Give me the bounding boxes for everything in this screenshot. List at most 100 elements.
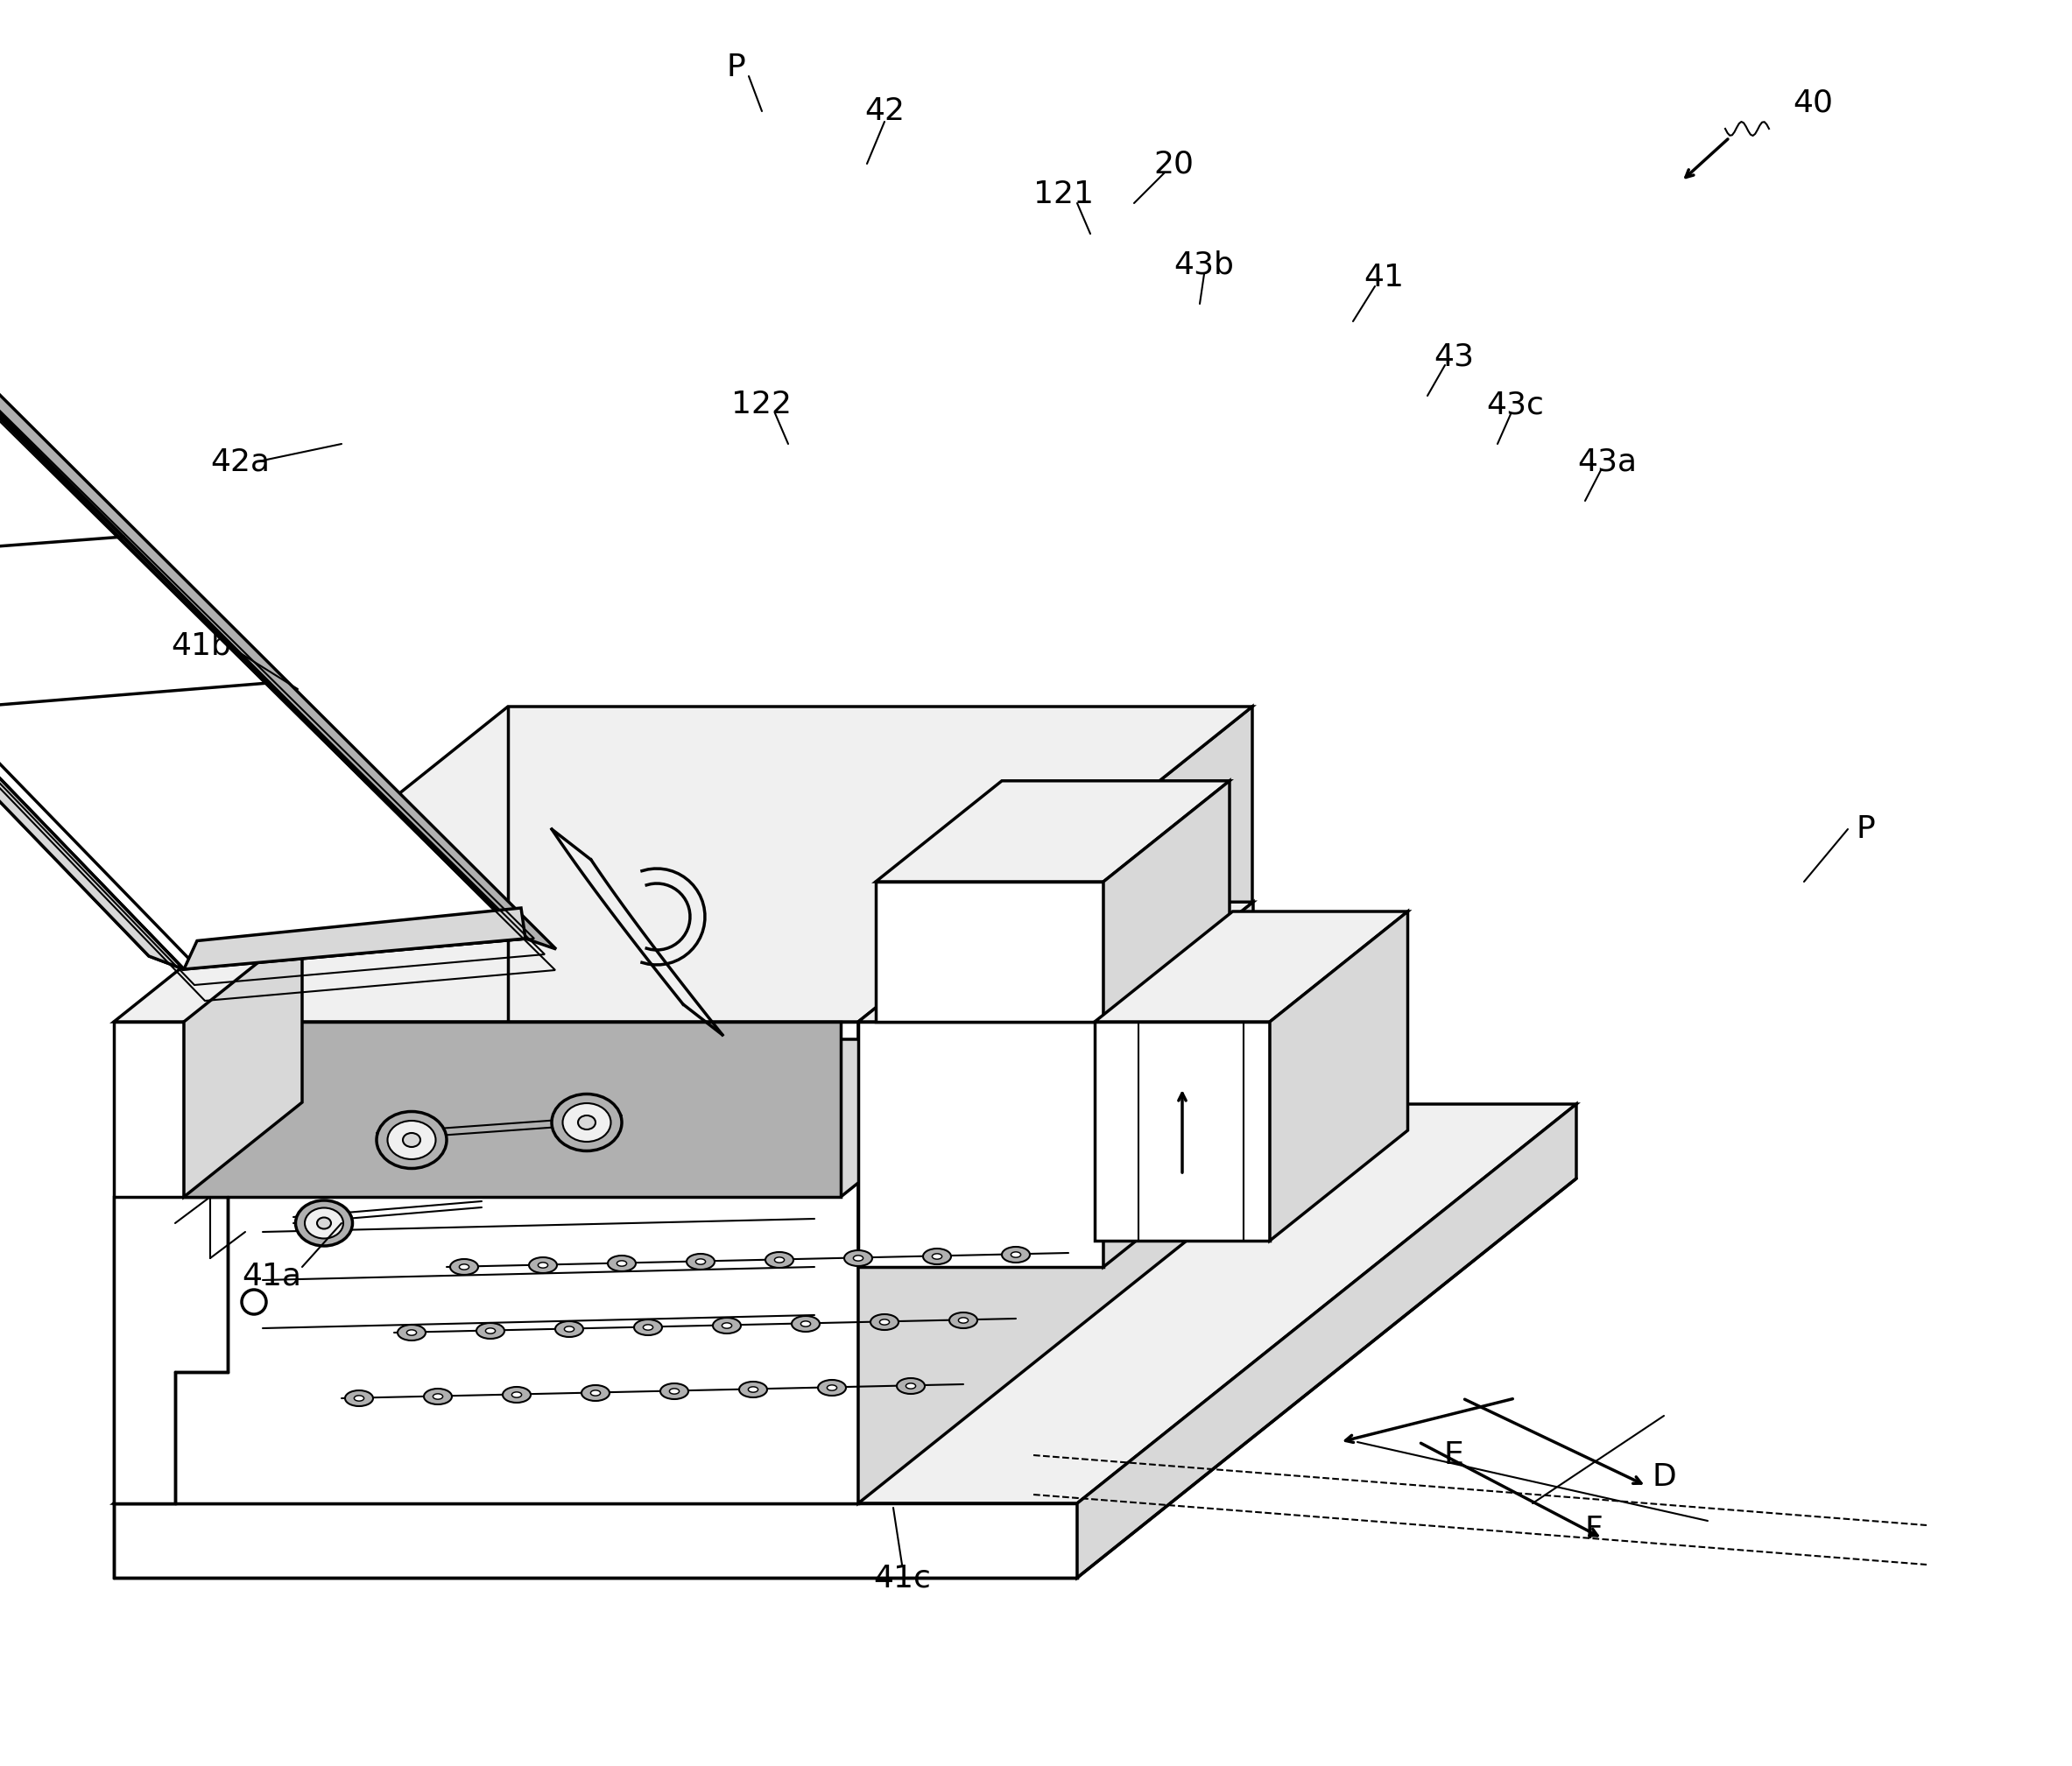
Ellipse shape xyxy=(827,1385,837,1390)
Ellipse shape xyxy=(477,1323,503,1339)
Ellipse shape xyxy=(897,1377,924,1393)
Ellipse shape xyxy=(450,1259,479,1275)
Ellipse shape xyxy=(377,1111,448,1169)
Ellipse shape xyxy=(854,1256,864,1261)
Polygon shape xyxy=(858,706,1251,1503)
Ellipse shape xyxy=(564,1104,611,1143)
Ellipse shape xyxy=(406,1330,416,1335)
Ellipse shape xyxy=(1011,1252,1021,1257)
Ellipse shape xyxy=(578,1116,595,1130)
Text: 42a: 42a xyxy=(209,447,269,477)
Polygon shape xyxy=(876,781,1229,881)
Ellipse shape xyxy=(555,1321,582,1337)
Text: 40: 40 xyxy=(1792,88,1834,117)
Ellipse shape xyxy=(551,1093,622,1151)
Polygon shape xyxy=(1094,911,1407,1023)
Polygon shape xyxy=(184,1023,841,1197)
Polygon shape xyxy=(1270,911,1407,1241)
Ellipse shape xyxy=(485,1328,495,1333)
Ellipse shape xyxy=(922,1249,951,1264)
Polygon shape xyxy=(0,210,520,968)
Polygon shape xyxy=(0,221,184,970)
Ellipse shape xyxy=(539,1263,547,1268)
Polygon shape xyxy=(0,221,184,970)
Ellipse shape xyxy=(792,1316,821,1332)
Ellipse shape xyxy=(528,1257,557,1273)
Ellipse shape xyxy=(634,1319,663,1335)
Ellipse shape xyxy=(346,1390,373,1406)
Text: 41a: 41a xyxy=(242,1261,300,1291)
Text: 43b: 43b xyxy=(1175,249,1235,279)
Text: 20: 20 xyxy=(1154,148,1193,178)
Ellipse shape xyxy=(354,1395,365,1400)
Ellipse shape xyxy=(740,1381,767,1397)
Polygon shape xyxy=(858,1023,1104,1266)
Text: 121: 121 xyxy=(1034,180,1094,208)
Text: 41: 41 xyxy=(1363,263,1405,293)
Ellipse shape xyxy=(607,1256,636,1272)
Ellipse shape xyxy=(713,1317,742,1333)
Text: 43: 43 xyxy=(1434,341,1473,371)
Ellipse shape xyxy=(696,1259,704,1264)
Polygon shape xyxy=(114,1503,1077,1577)
Ellipse shape xyxy=(642,1324,653,1330)
Ellipse shape xyxy=(425,1388,452,1404)
Ellipse shape xyxy=(775,1257,785,1263)
Text: P: P xyxy=(725,53,746,83)
Polygon shape xyxy=(184,927,303,1197)
Ellipse shape xyxy=(661,1383,688,1399)
Ellipse shape xyxy=(317,1217,332,1229)
Polygon shape xyxy=(184,1038,1038,1197)
Ellipse shape xyxy=(748,1386,758,1392)
Ellipse shape xyxy=(296,1201,352,1247)
Ellipse shape xyxy=(617,1261,626,1266)
Polygon shape xyxy=(858,902,1254,1023)
Polygon shape xyxy=(114,706,1251,1023)
Polygon shape xyxy=(1104,781,1229,1023)
Ellipse shape xyxy=(949,1312,978,1328)
Polygon shape xyxy=(114,1197,228,1503)
Ellipse shape xyxy=(460,1264,468,1270)
Polygon shape xyxy=(114,1023,858,1503)
Ellipse shape xyxy=(818,1379,845,1395)
Ellipse shape xyxy=(242,1289,265,1314)
Polygon shape xyxy=(1104,902,1254,1266)
Ellipse shape xyxy=(387,1121,435,1158)
Ellipse shape xyxy=(591,1390,601,1395)
Text: 43c: 43c xyxy=(1486,390,1544,419)
Ellipse shape xyxy=(398,1324,425,1340)
Ellipse shape xyxy=(932,1254,943,1259)
Ellipse shape xyxy=(433,1393,443,1399)
Ellipse shape xyxy=(564,1326,574,1332)
Ellipse shape xyxy=(402,1134,421,1146)
Ellipse shape xyxy=(881,1319,889,1324)
Ellipse shape xyxy=(669,1388,680,1393)
Ellipse shape xyxy=(512,1392,522,1397)
Ellipse shape xyxy=(959,1317,968,1323)
Text: 41b: 41b xyxy=(170,630,232,660)
Text: D: D xyxy=(1651,1462,1676,1492)
Ellipse shape xyxy=(582,1385,609,1400)
Polygon shape xyxy=(114,1104,1577,1503)
Text: P: P xyxy=(1857,814,1875,844)
Polygon shape xyxy=(876,881,1104,1023)
Text: 122: 122 xyxy=(731,390,792,419)
Polygon shape xyxy=(1094,1023,1270,1241)
Polygon shape xyxy=(0,208,526,970)
Text: 42: 42 xyxy=(864,97,905,125)
Ellipse shape xyxy=(870,1314,899,1330)
Text: 41c: 41c xyxy=(872,1563,930,1593)
Polygon shape xyxy=(1077,1104,1577,1577)
Text: 43a: 43a xyxy=(1577,447,1637,477)
Ellipse shape xyxy=(1003,1247,1030,1263)
Ellipse shape xyxy=(686,1254,715,1270)
Ellipse shape xyxy=(843,1250,872,1266)
Ellipse shape xyxy=(800,1321,810,1326)
Ellipse shape xyxy=(721,1323,731,1328)
Text: F: F xyxy=(1585,1515,1604,1545)
Text: E: E xyxy=(1444,1441,1463,1469)
Ellipse shape xyxy=(503,1386,530,1402)
Ellipse shape xyxy=(765,1252,794,1268)
Polygon shape xyxy=(184,908,526,970)
Polygon shape xyxy=(0,208,555,948)
